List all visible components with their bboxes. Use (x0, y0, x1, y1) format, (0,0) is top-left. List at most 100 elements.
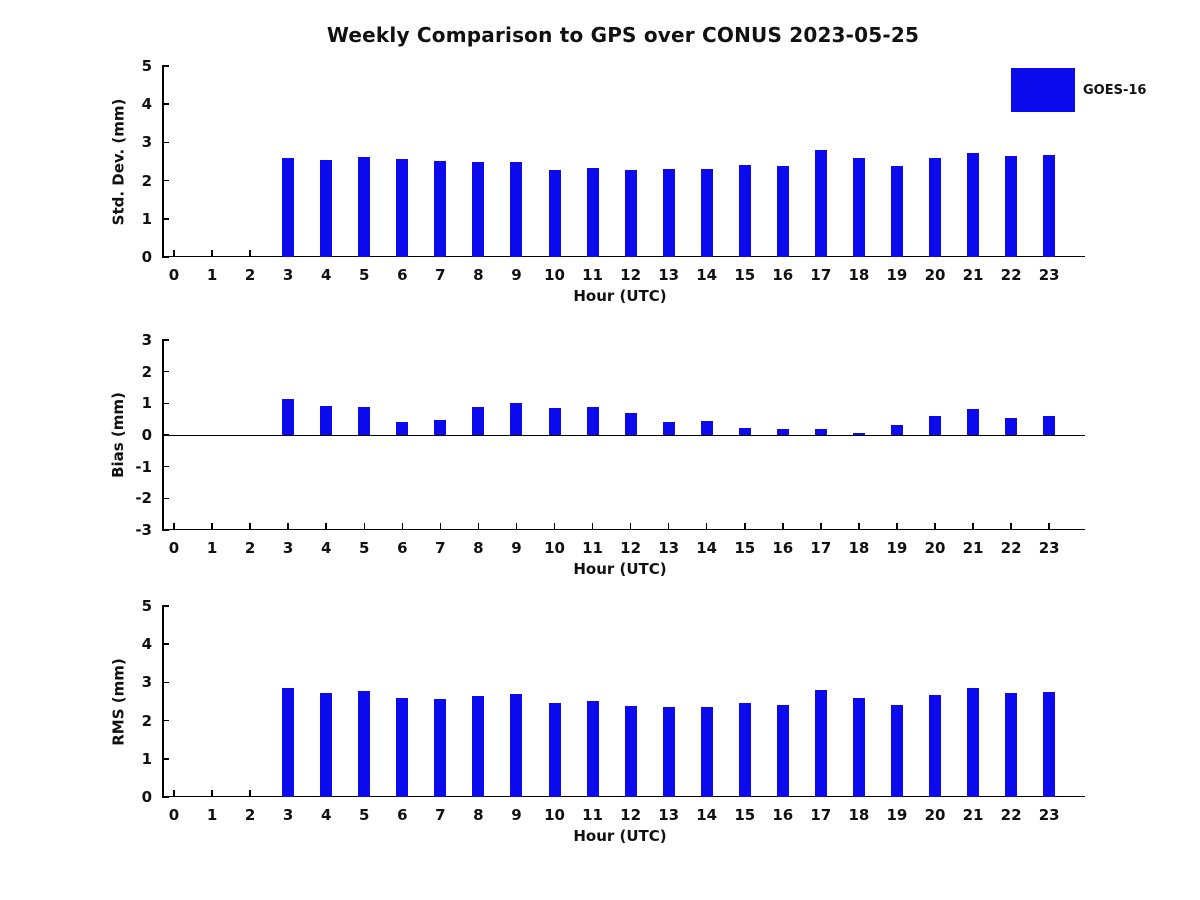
bar-hour-19 (890, 704, 903, 797)
bar-hour-20 (929, 158, 941, 257)
y-tick-label: 2 (141, 711, 152, 730)
x-tick-label: 7 (435, 539, 446, 557)
x-tick-mark (515, 523, 518, 530)
x-tick-label: 19 (886, 266, 908, 284)
y-axis-line (162, 66, 164, 257)
y-tick-label: 0 (141, 248, 152, 266)
legend-label-goes16: GOES-16 (1083, 82, 1147, 98)
x-tick-label: 12 (620, 266, 642, 284)
y-tick-mark (162, 605, 169, 607)
bar-hour-13 (662, 168, 675, 257)
x-tick-label: 14 (696, 539, 718, 557)
bar-hour-7 (434, 160, 447, 257)
bar-hour-23 (1043, 691, 1056, 797)
x-tick-label: 6 (397, 266, 408, 284)
x-tick-label: 10 (544, 539, 565, 557)
x-tick-label: 9 (511, 806, 522, 824)
bar-hour-13 (662, 707, 675, 797)
bias-x-axis-label: Hour (UTC) (573, 560, 667, 578)
x-axis-line (162, 795, 1085, 797)
y-tick-mark (162, 758, 169, 760)
bar-hour-4 (320, 405, 333, 435)
x-tick-mark (591, 523, 594, 530)
x-tick-label: 3 (282, 539, 294, 557)
y-tick-mark (162, 719, 169, 722)
y-tick-mark (162, 141, 169, 144)
bar-hour-9 (510, 161, 523, 257)
bar-hour-8 (472, 407, 485, 435)
x-tick-mark (249, 790, 251, 797)
x-tick-label: 9 (511, 539, 522, 557)
bar-hour-6 (396, 422, 409, 435)
x-tick-label: 12 (620, 806, 642, 824)
y-tick-mark (162, 529, 169, 531)
x-tick-mark (1048, 523, 1050, 530)
y-tick-mark (162, 256, 169, 258)
x-tick-label: 20 (924, 266, 946, 284)
bar-hour-5 (358, 156, 371, 257)
x-tick-label: 11 (582, 539, 603, 557)
x-tick-mark (173, 250, 175, 257)
y-tick-label: 1 (141, 394, 152, 413)
bar-hour-3 (282, 157, 295, 257)
x-tick-label: 23 (1038, 266, 1060, 284)
legend: GOES-16 (1011, 68, 1146, 112)
x-tick-label: 19 (886, 806, 908, 824)
x-tick-label: 21 (962, 539, 984, 557)
y-tick-mark (162, 103, 169, 105)
bar-hour-16 (776, 166, 789, 257)
x-tick-label: 17 (810, 266, 832, 284)
x-tick-label: 5 (359, 266, 370, 284)
bar-hour-20 (929, 416, 941, 435)
bar-hour-8 (472, 695, 485, 797)
x-tick-label: 14 (696, 266, 718, 284)
y-tick-mark (162, 681, 169, 684)
bar-hour-11 (586, 406, 599, 435)
x-tick-label: 17 (810, 806, 832, 824)
y-tick-mark (162, 796, 169, 798)
x-tick-mark (211, 790, 213, 797)
x-tick-label: 13 (658, 806, 680, 824)
figure-title: Weekly Comparison to GPS over CONUS 2023… (326, 23, 920, 47)
x-tick-mark (667, 523, 670, 530)
x-tick-label: 21 (962, 806, 984, 824)
x-tick-label: 13 (658, 539, 680, 557)
bar-hour-17 (814, 690, 827, 797)
x-tick-label: 18 (848, 539, 870, 557)
x-tick-label: 23 (1038, 806, 1060, 824)
x-tick-label: 22 (1000, 539, 1022, 557)
stddev-x-axis-label: Hour (UTC) (573, 287, 667, 305)
x-tick-mark (705, 523, 708, 530)
y-tick-label: 3 (141, 331, 152, 349)
x-tick-label: 0 (168, 806, 180, 824)
x-tick-label: 21 (962, 266, 984, 284)
x-tick-mark (477, 523, 480, 530)
x-tick-mark (1010, 523, 1012, 530)
x-tick-mark (249, 250, 251, 257)
bar-hour-17 (814, 428, 827, 435)
bar-hour-22 (1005, 156, 1018, 257)
x-tick-label: 6 (397, 539, 408, 557)
x-tick-label: 10 (544, 266, 565, 284)
y-tick-label: 2 (141, 171, 152, 190)
x-tick-mark (211, 523, 213, 530)
x-tick-mark (325, 523, 327, 530)
bar-hour-13 (662, 422, 675, 435)
bar-hour-4 (320, 159, 333, 257)
bar-hour-14 (700, 421, 713, 435)
y-tick-label: 3 (141, 133, 152, 152)
bar-hour-9 (510, 693, 523, 797)
x-tick-label: 22 (1000, 266, 1022, 284)
x-tick-label: 16 (772, 266, 794, 284)
x-tick-mark (211, 250, 213, 257)
x-tick-label: 7 (435, 266, 446, 284)
x-tick-mark (744, 523, 746, 530)
bar-hour-12 (624, 706, 637, 797)
bar-hour-19 (890, 424, 903, 435)
x-tick-mark (782, 523, 784, 530)
bar-hour-23 (1043, 416, 1056, 435)
y-tick-label: 4 (141, 635, 152, 654)
y-tick-label: -2 (135, 489, 152, 508)
y-tick-label: 3 (141, 673, 152, 692)
